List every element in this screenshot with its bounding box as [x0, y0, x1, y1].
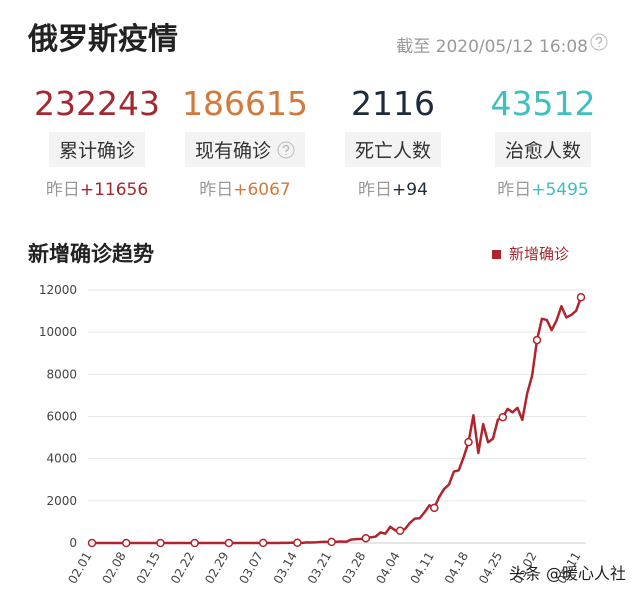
point-marker	[532, 335, 542, 345]
x-tick-label: 03.28	[339, 550, 368, 587]
point-marker	[498, 412, 508, 422]
stat-delta: +94	[392, 180, 428, 200]
stat-value: 43512	[490, 84, 596, 123]
stat-delta-prefix: 昨日	[358, 180, 393, 200]
help-icon[interactable]	[590, 33, 608, 55]
stat-delta-row: 昨日+11656	[23, 175, 171, 200]
legend-swatch	[492, 250, 501, 259]
y-tick-label: 12000	[39, 283, 77, 297]
stat: 2116 死亡人数昨日+94	[319, 84, 467, 200]
stat-label-wrap: 累计确诊	[23, 124, 171, 167]
x-tick-label: 03.07	[236, 550, 265, 587]
y-tick-label: 10000	[39, 325, 77, 339]
y-tick-label: 2000	[46, 494, 77, 508]
y-tick-label: 6000	[46, 410, 77, 424]
legend-label: 新增确诊	[509, 245, 570, 263]
x-tick-label: 04.11	[408, 550, 437, 587]
stat-delta-prefix: 昨日	[497, 180, 532, 200]
stat-label-wrap: 死亡人数	[319, 124, 467, 167]
chart-title: 新增确诊趋势	[28, 242, 154, 266]
x-tick-label: 04.25	[476, 550, 505, 587]
stat-delta: +11656	[79, 180, 149, 200]
stat-value: 2116	[351, 84, 435, 123]
stat-delta-row: 昨日+6067	[171, 175, 319, 200]
series-line	[92, 296, 583, 545]
point-marker	[156, 538, 165, 548]
stat-label-wrap: 现有确诊	[171, 124, 319, 167]
point-marker	[190, 538, 199, 548]
stat-delta-row: 昨日+94	[319, 175, 467, 200]
point-marker	[464, 437, 473, 447]
watermark: 头条 @暖心人社	[508, 564, 626, 583]
stat: 232243 累计确诊昨日+11656	[23, 84, 171, 200]
stat-label-wrap: 治愈人数	[469, 124, 617, 167]
stat-delta-row: 昨日+5495	[469, 175, 617, 200]
stat-delta: +6067	[233, 180, 291, 200]
stat-label: 治愈人数	[494, 132, 591, 167]
page-title: 俄罗斯疫情	[28, 22, 178, 57]
y-tick-label: 0	[69, 536, 77, 550]
stat-label: 累计确诊	[48, 132, 145, 167]
x-tick-label: 02.22	[168, 550, 197, 587]
stat-value: 232243	[34, 84, 160, 123]
point-marker	[293, 538, 302, 547]
x-tick-label: 02.29	[202, 550, 231, 587]
stat-label: 死亡人数	[344, 132, 441, 167]
x-tick-label: 02.01	[65, 550, 94, 587]
x-tick-label: 03.21	[305, 550, 334, 587]
x-tick-label: 04.18	[442, 550, 471, 587]
y-tick-label: 8000	[46, 367, 77, 381]
x-tick-label: 04.04	[373, 550, 402, 587]
x-tick-label: 02.08	[100, 550, 129, 587]
point-marker	[395, 526, 405, 535]
x-tick-label: 02.15	[134, 550, 163, 587]
stat-delta-prefix: 昨日	[199, 180, 234, 200]
stat: 43512 治愈人数昨日+5495	[469, 84, 617, 200]
stat-delta-prefix: 昨日	[45, 180, 80, 200]
legend: 新增确诊	[492, 243, 569, 264]
stat-label: 现有确诊	[184, 132, 305, 167]
point-marker	[258, 538, 268, 548]
help-icon[interactable]	[277, 141, 295, 159]
stat-value: 186615	[182, 84, 308, 123]
stat: 186615 现有确诊昨日+6067	[171, 84, 319, 200]
point-marker	[224, 538, 234, 548]
point-marker	[430, 503, 439, 513]
y-tick-label: 4000	[46, 452, 77, 466]
point-marker	[327, 537, 336, 547]
x-tick-label: 03.14	[271, 550, 300, 587]
point-marker	[87, 538, 97, 548]
stat-delta: +5495	[531, 180, 589, 200]
point-marker	[576, 293, 586, 302]
timestamp: 截至 2020/05/12 16:08	[396, 37, 588, 57]
point-marker	[121, 538, 131, 548]
point-marker	[361, 533, 371, 543]
